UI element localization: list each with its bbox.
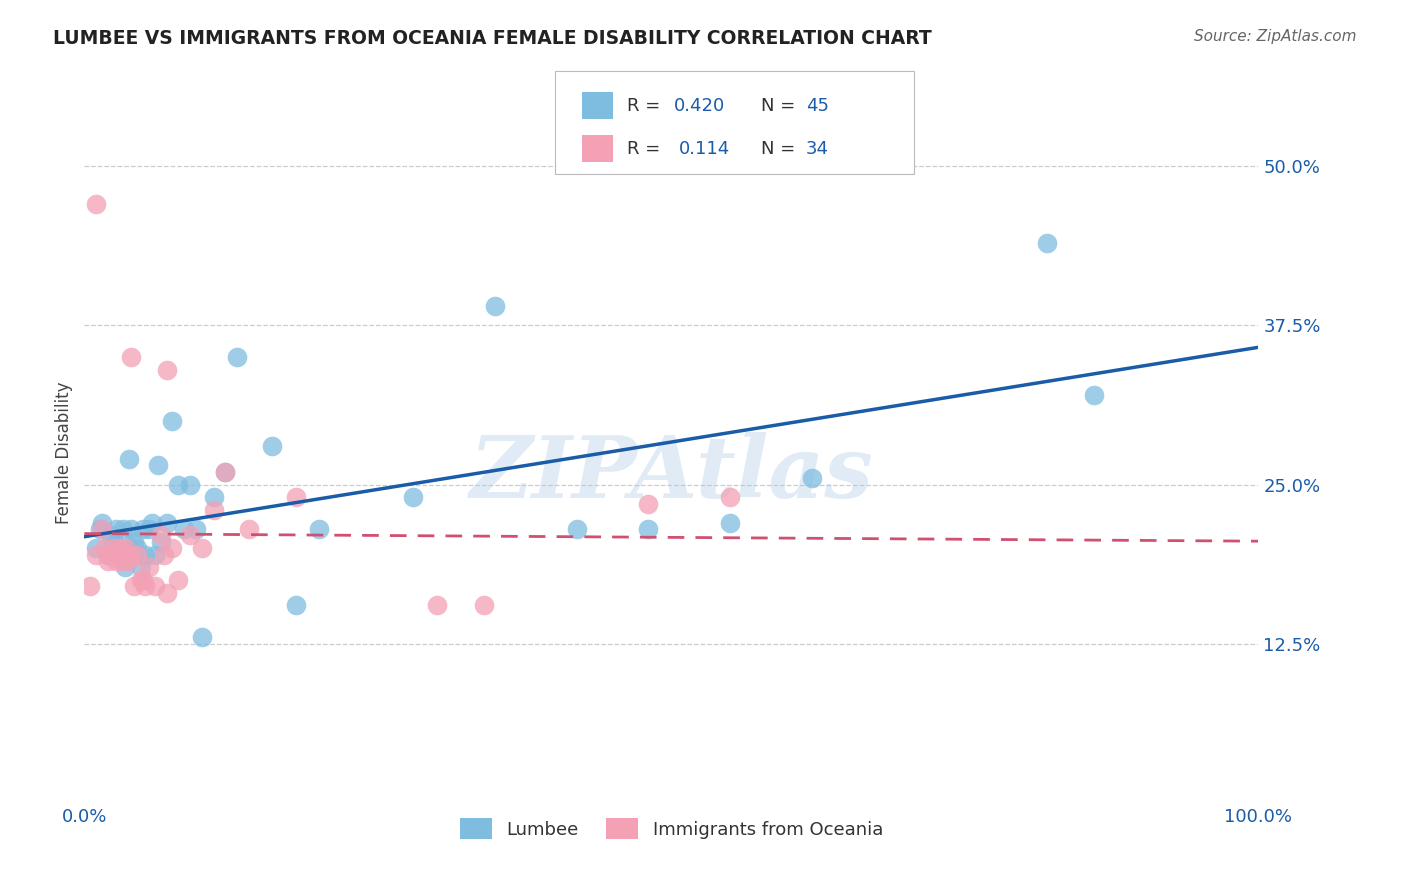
Point [801, 471, 824, 485]
Point [718, 490, 741, 504]
Text: ZIPAtlas: ZIPAtlas [470, 432, 873, 516]
Point [114, 560, 136, 574]
Point [402, 490, 425, 504]
Text: 0.114: 0.114 [679, 140, 730, 158]
Point [84, 197, 107, 211]
Point [105, 522, 128, 536]
Point [202, 503, 225, 517]
Point [426, 599, 449, 613]
Point [284, 490, 307, 504]
Point [472, 599, 495, 613]
Point [308, 522, 330, 536]
Point [155, 585, 177, 599]
Point [567, 522, 589, 536]
Point [167, 573, 190, 587]
Point [108, 548, 131, 562]
Point [98, 528, 121, 542]
Point [127, 548, 149, 562]
Point [118, 452, 141, 467]
Point [191, 541, 214, 556]
Point [155, 516, 177, 530]
Point [141, 516, 163, 530]
Point [162, 414, 184, 428]
Point [97, 554, 120, 568]
Point [108, 541, 131, 556]
Point [129, 560, 152, 574]
Point [718, 516, 741, 530]
Text: 0.420: 0.420 [673, 97, 724, 115]
Point [1083, 388, 1105, 402]
Point [134, 579, 156, 593]
Point [214, 465, 236, 479]
Text: N =: N = [761, 97, 800, 115]
Point [138, 560, 160, 574]
Point [122, 579, 145, 593]
Point [262, 439, 284, 453]
Point [153, 548, 176, 562]
Point [191, 630, 214, 644]
Point [120, 541, 142, 556]
Point [103, 534, 125, 549]
Point [120, 548, 142, 562]
Point [143, 548, 166, 562]
Point [114, 541, 136, 556]
Point [143, 579, 166, 593]
Point [637, 522, 659, 536]
Point [134, 548, 156, 562]
Point [98, 548, 121, 562]
Point [1036, 235, 1059, 250]
Point [118, 554, 141, 568]
Text: 34: 34 [806, 140, 828, 158]
Point [184, 522, 207, 536]
Point [226, 350, 249, 364]
Point [94, 541, 117, 556]
Point [84, 548, 107, 562]
Legend: Lumbee, Immigrants from Oceania: Lumbee, Immigrants from Oceania [453, 811, 890, 847]
Point [91, 522, 114, 536]
Point [79, 579, 101, 593]
Text: 45: 45 [806, 97, 828, 115]
Point [167, 477, 190, 491]
Point [179, 528, 201, 542]
Text: LUMBEE VS IMMIGRANTS FROM OCEANIA FEMALE DISABILITY CORRELATION CHART: LUMBEE VS IMMIGRANTS FROM OCEANIA FEMALE… [53, 29, 932, 47]
Point [149, 534, 172, 549]
Point [214, 465, 236, 479]
Point [84, 541, 107, 556]
Point [120, 350, 142, 364]
Point [127, 541, 149, 556]
Point [238, 522, 260, 536]
Text: R =: R = [627, 97, 666, 115]
Point [91, 516, 114, 530]
Text: Source: ZipAtlas.com: Source: ZipAtlas.com [1194, 29, 1357, 44]
Point [89, 522, 111, 536]
Point [637, 497, 659, 511]
Point [155, 363, 177, 377]
Point [105, 554, 128, 568]
Point [108, 541, 131, 556]
Point [112, 522, 135, 536]
Point [179, 477, 201, 491]
Point [138, 522, 160, 536]
Point [162, 541, 184, 556]
Point [111, 554, 134, 568]
Y-axis label: Female Disability: Female Disability [55, 382, 73, 524]
Point [202, 490, 225, 504]
Point [129, 573, 152, 587]
Text: R =: R = [627, 140, 672, 158]
Text: N =: N = [761, 140, 800, 158]
Point [103, 541, 125, 556]
Point [122, 534, 145, 549]
Point [132, 573, 155, 587]
Point [284, 599, 307, 613]
Point [132, 522, 155, 536]
Point [173, 522, 195, 536]
Point [484, 299, 506, 313]
Point [149, 528, 172, 542]
Point [120, 522, 142, 536]
Point [97, 548, 120, 562]
Point [148, 458, 170, 473]
